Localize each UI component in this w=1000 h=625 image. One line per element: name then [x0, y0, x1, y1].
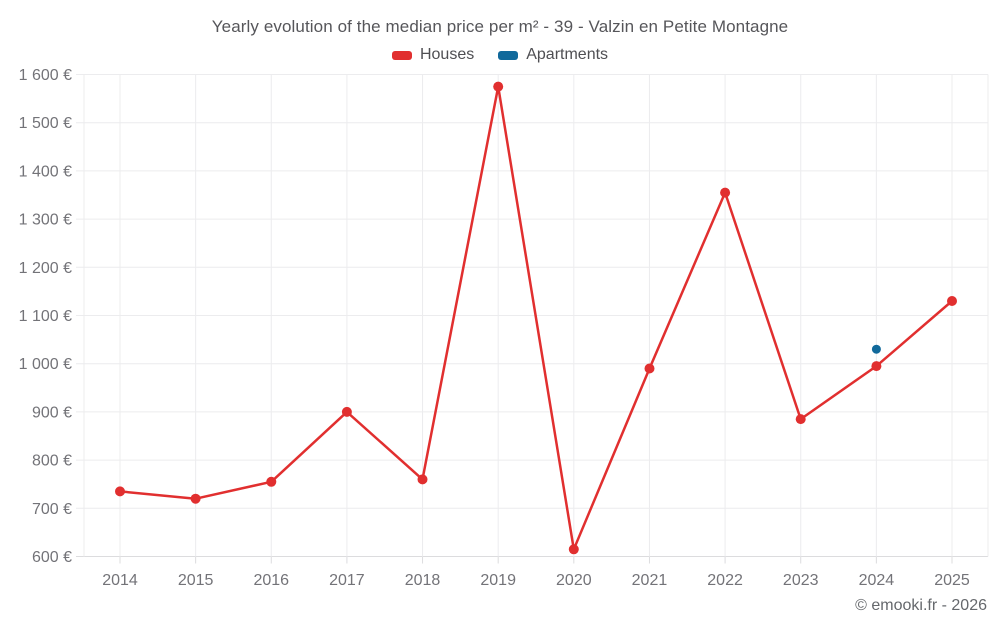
x-axis-label: 2014 [102, 572, 138, 589]
copyright: © emooki.fr - 2026 [855, 597, 987, 614]
point-houses-2015[interactable] [190, 493, 201, 504]
point-houses-2020[interactable] [568, 544, 579, 555]
y-axis-label: 1 200 € [19, 260, 72, 277]
y-axis-label: 600 € [32, 549, 72, 566]
y-axis-label: 1 500 € [19, 115, 72, 132]
y-axis-label: 1 100 € [19, 308, 72, 325]
y-axis-label: 700 € [32, 501, 72, 518]
legend: Houses Apartments [0, 46, 1000, 64]
y-axis-label: 800 € [32, 453, 72, 470]
y-axis-label: 1 600 € [19, 67, 72, 84]
point-apartments-2024[interactable] [871, 344, 881, 354]
x-axis-label: 2018 [405, 572, 441, 589]
legend-item-houses[interactable]: Houses [391, 46, 475, 64]
point-houses-2022[interactable] [720, 187, 731, 198]
y-axis-label: 900 € [32, 404, 72, 421]
point-houses-2016[interactable] [266, 476, 277, 487]
x-axis-label: 2024 [859, 572, 895, 589]
x-axis-label: 2016 [253, 572, 289, 589]
y-axis-label: 1 000 € [19, 356, 72, 373]
apartments-legend-swatch-icon [498, 50, 519, 60]
x-axis-label: 2025 [934, 572, 970, 589]
point-houses-2021[interactable] [644, 363, 655, 374]
x-axis-label: 2022 [707, 572, 743, 589]
point-houses-2024[interactable] [871, 361, 882, 372]
point-houses-2019[interactable] [493, 81, 504, 92]
y-axis-label: 1 300 € [19, 212, 72, 229]
y-axis-label: 1 400 € [19, 163, 72, 180]
x-axis-label: 2015 [178, 572, 214, 589]
x-axis-label: 2020 [556, 572, 592, 589]
x-axis-label: 2017 [329, 572, 365, 589]
point-houses-2018[interactable] [417, 474, 428, 485]
point-houses-2014[interactable] [115, 486, 125, 497]
point-houses-2017[interactable] [341, 406, 352, 417]
houses-legend-swatch-icon [391, 50, 412, 60]
x-axis-label: 2023 [783, 572, 819, 589]
chart-title: Yearly evolution of the median price per… [211, 17, 789, 36]
point-houses-2025[interactable] [947, 296, 957, 306]
series-line-houses [118, 85, 954, 551]
x-axis-label: 2021 [632, 572, 668, 589]
legend-label-apartments: Apartments [526, 46, 609, 63]
point-houses-2023[interactable] [795, 414, 806, 425]
legend-item-apartments[interactable]: Apartments [498, 46, 608, 64]
x-axis-label: 2019 [480, 572, 516, 589]
legend-label-houses: Houses [419, 46, 475, 63]
